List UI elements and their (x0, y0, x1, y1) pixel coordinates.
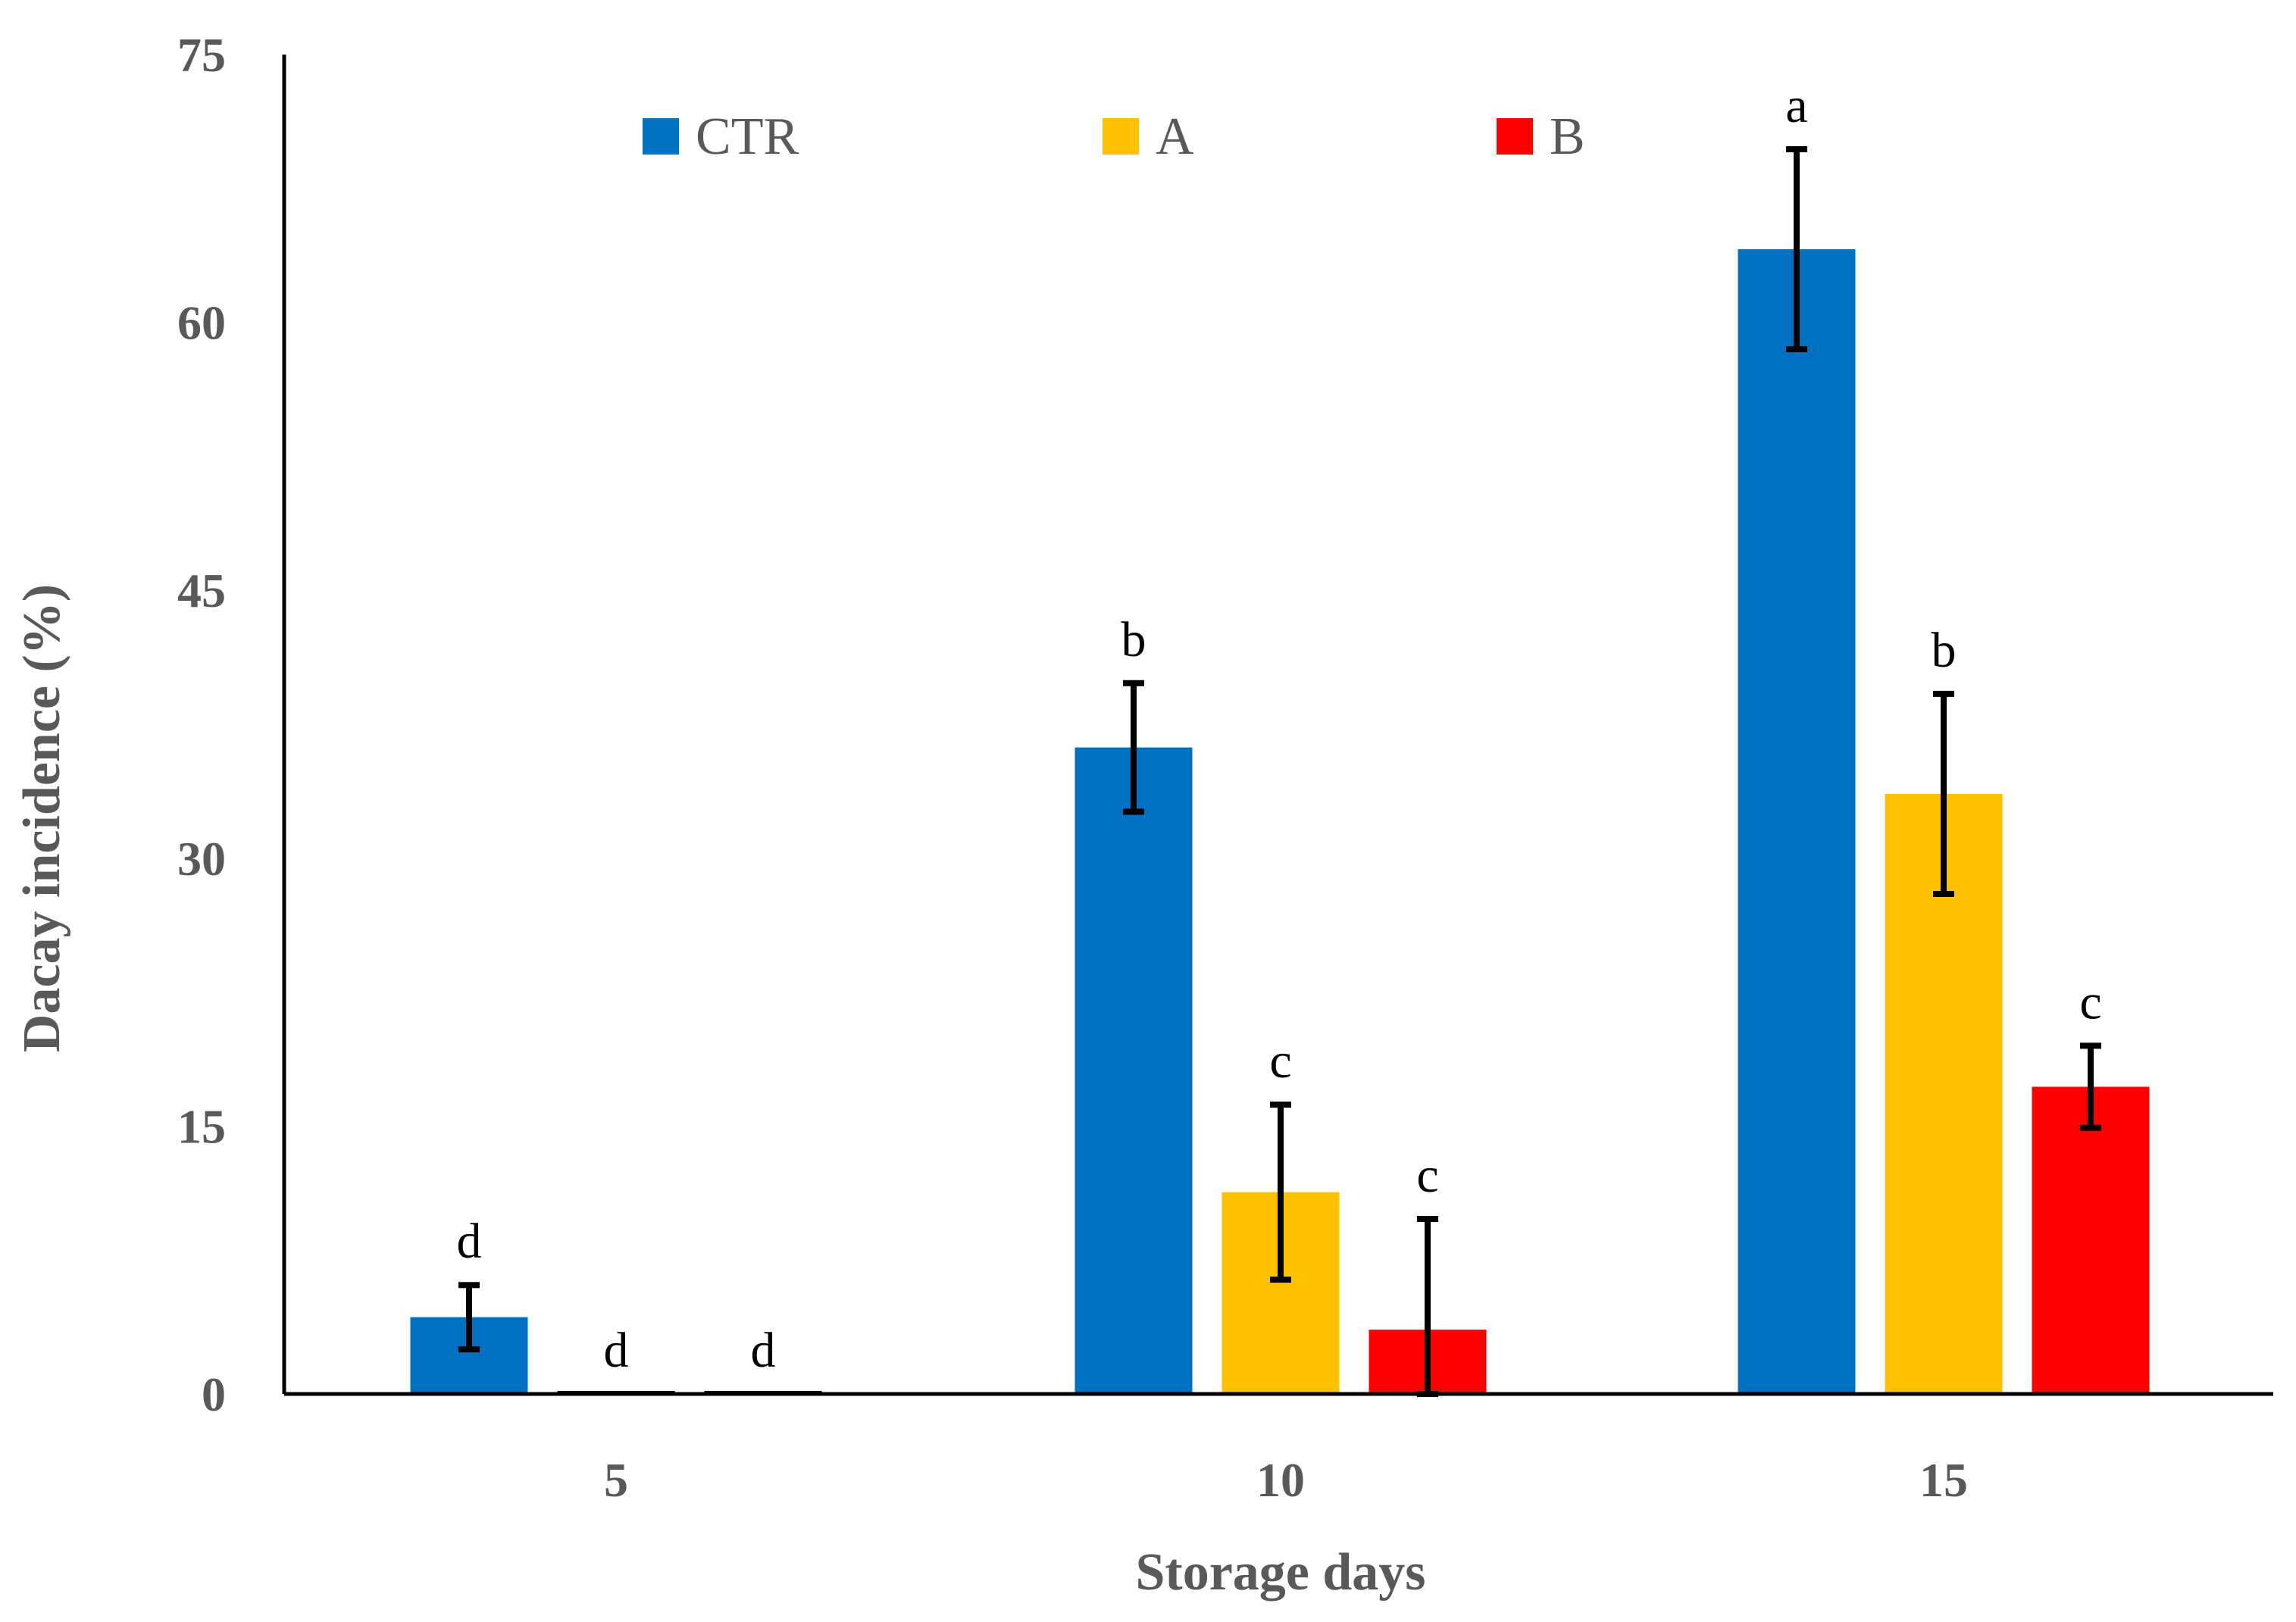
legend-swatch (1497, 118, 1533, 155)
y-axis-ticks: 0 15 30 45 60 75 (177, 28, 226, 1421)
error-bar-a-15 (1933, 690, 1954, 897)
significance-letter: d (457, 1214, 482, 1269)
x-tick-label: 5 (604, 1453, 628, 1507)
legend-swatch (643, 118, 679, 155)
legend-label: A (1156, 108, 1194, 166)
legend: CTR A B (643, 108, 1585, 166)
legend-item-ctr: CTR (643, 108, 799, 166)
y-tick-label: 30 (177, 832, 226, 886)
legend-swatch (1103, 118, 1139, 155)
error-bar-ctr-10 (1123, 680, 1144, 815)
y-axis-title: Dacay incidence (%) (13, 584, 71, 1052)
y-tick-label: 15 (177, 1099, 226, 1153)
significance-letters: d b a d c b d c c (457, 78, 2102, 1378)
significance-letter: d (604, 1323, 629, 1378)
x-axis-ticks: 5 10 15 (604, 1453, 1968, 1507)
error-bar-a-10 (1270, 1102, 1291, 1283)
significance-letter: d (751, 1323, 776, 1378)
significance-letter: b (1121, 612, 1146, 667)
y-tick-label: 75 (177, 28, 226, 82)
legend-label: CTR (696, 108, 799, 166)
legend-item-b: B (1497, 108, 1585, 166)
significance-letter: c (1416, 1148, 1438, 1203)
legend-label: B (1550, 108, 1585, 166)
y-tick-label: 0 (202, 1367, 226, 1421)
x-tick-label: 15 (1919, 1453, 1968, 1507)
y-tick-label: 45 (177, 564, 226, 617)
y-tick-label: 60 (177, 296, 226, 350)
significance-letter: b (1932, 623, 1957, 678)
error-bar-ctr-15 (1786, 145, 1807, 352)
bar-ctr-15 (1738, 248, 1856, 1394)
legend-item-a: A (1103, 108, 1194, 166)
significance-letter: c (1269, 1033, 1291, 1089)
significance-letter: a (1785, 78, 1807, 133)
bar-ctr-10 (1074, 747, 1193, 1394)
error-bar-b-15 (2080, 1042, 2101, 1131)
error-bar-ctr-5 (458, 1282, 480, 1353)
significance-letter: c (2079, 974, 2101, 1030)
x-axis-title: Storage days (1135, 1543, 1425, 1602)
x-tick-label: 10 (1256, 1453, 1305, 1507)
bar-b-15 (2032, 1086, 2150, 1394)
